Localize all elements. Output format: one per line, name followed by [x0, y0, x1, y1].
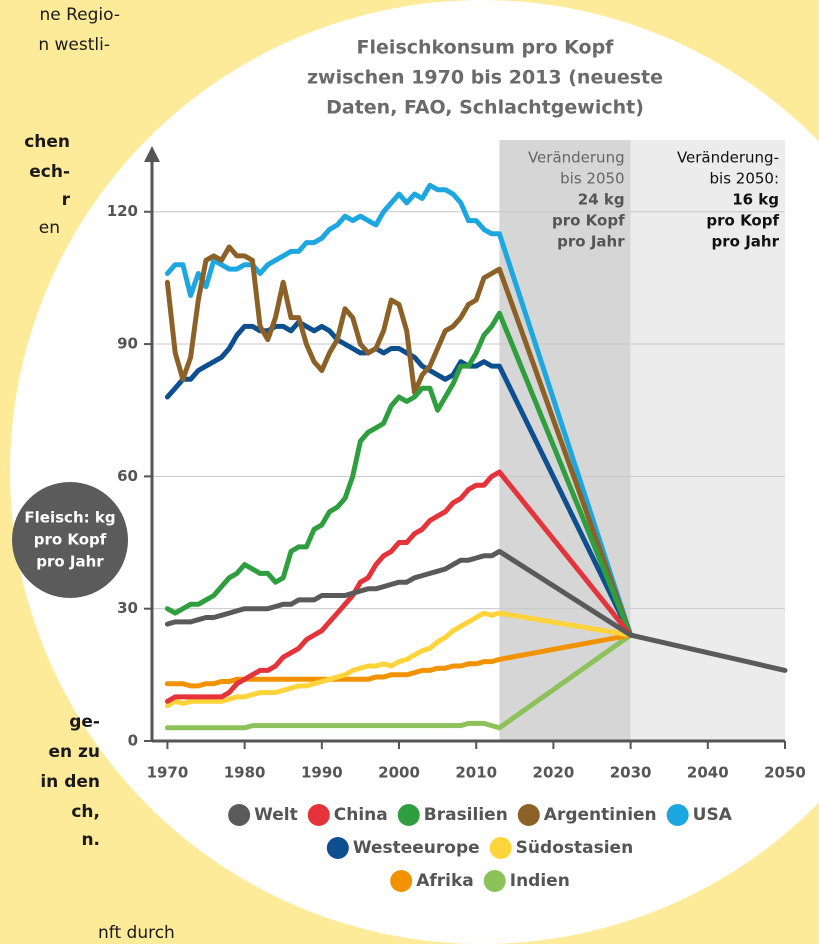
legend-label: Welt: [254, 805, 298, 825]
chart-title: zwischen 1970 bis 2013 (neueste: [307, 67, 663, 89]
page-text: ne Regio-: [39, 5, 120, 25]
region-note: Veränderung-: [677, 149, 779, 167]
legend-label: Brasilien: [424, 805, 508, 825]
page-text: en: [39, 218, 60, 238]
region-note: bis 2050:: [710, 170, 780, 188]
legend-label: USA: [693, 805, 733, 825]
series-line: [164, 469, 634, 704]
y-axis-arrow: [144, 146, 160, 162]
region-note: pro Jahr: [557, 233, 625, 251]
legend-swatch: [397, 804, 420, 826]
region-note: Veränderung: [528, 149, 625, 167]
legend-swatch: [390, 870, 413, 892]
y-axis-label: pro Kopf: [34, 531, 107, 549]
y-label-badge: [12, 482, 128, 598]
page-text: ech-: [29, 162, 70, 182]
legend-row: Afrika Indien: [390, 870, 570, 892]
y-axis-label: pro Jahr: [36, 553, 104, 571]
y-tick-label: 0: [128, 732, 138, 750]
page-text: r: [62, 190, 71, 210]
x-tick-label: 2010: [455, 764, 497, 782]
legend-swatch: [326, 837, 349, 859]
chart-title: Daten, FAO, Schlachtgewicht): [326, 97, 644, 119]
y-tick-label: 90: [117, 335, 138, 353]
page-text: ge-: [69, 712, 100, 732]
legend-label: Argentinien: [544, 805, 657, 825]
legend-label: China: [334, 805, 388, 825]
legend-swatch: [489, 837, 512, 859]
x-tick-label: 2020: [533, 764, 575, 782]
page-text: n westli-: [38, 35, 110, 55]
region-note: pro Kopf: [706, 212, 779, 230]
series-line: [164, 632, 634, 731]
series-line: [164, 182, 634, 638]
y-axis-label: Fleisch: kg: [24, 509, 115, 527]
page-text: chen: [24, 132, 70, 152]
legend-swatch: [666, 804, 689, 826]
series-line: [164, 244, 634, 638]
region-note: 16 kg: [732, 191, 779, 209]
y-tick-label: 30: [117, 599, 138, 617]
legend-swatch: [228, 804, 251, 826]
x-tick-label: 2040: [687, 764, 729, 782]
legend-label: Afrika: [416, 871, 474, 891]
legend-swatch: [517, 804, 540, 826]
legend-label: Indien: [510, 871, 570, 891]
series-line: [164, 548, 788, 673]
series-line: [164, 310, 634, 638]
legend-label: Westeeurope: [353, 838, 480, 858]
chart-title: Fleischkonsum pro Kopf: [357, 37, 615, 59]
legend-label: Südostasien: [516, 838, 634, 858]
region-note: pro Kopf: [552, 212, 625, 230]
legend-swatch: [307, 804, 330, 826]
page-text: nft durch: [98, 923, 175, 943]
region-note: pro Jahr: [712, 233, 780, 251]
x-tick-label: 2050: [764, 764, 806, 782]
region-note: 24 kg: [578, 191, 625, 209]
x-tick-label: 2000: [378, 764, 420, 782]
legend-row: Westeeurope Südostasien: [326, 837, 634, 859]
region-note: bis 2050: [560, 170, 624, 188]
x-tick-label: 2030: [610, 764, 652, 782]
page-text: in den: [40, 772, 100, 792]
y-tick-label: 120: [107, 202, 138, 220]
page-text: en zu: [48, 742, 100, 762]
x-tick-label: 1990: [301, 764, 343, 782]
legend-row: Welt China Brasilien Argentinien USA: [228, 804, 733, 826]
y-tick-label: 60: [117, 467, 138, 485]
x-tick-label: 1970: [147, 764, 189, 782]
page-text: n.: [81, 830, 100, 850]
series-line: [164, 610, 634, 709]
page-text: ch,: [71, 802, 100, 822]
x-tick-label: 1980: [224, 764, 266, 782]
legend-swatch: [483, 870, 506, 892]
